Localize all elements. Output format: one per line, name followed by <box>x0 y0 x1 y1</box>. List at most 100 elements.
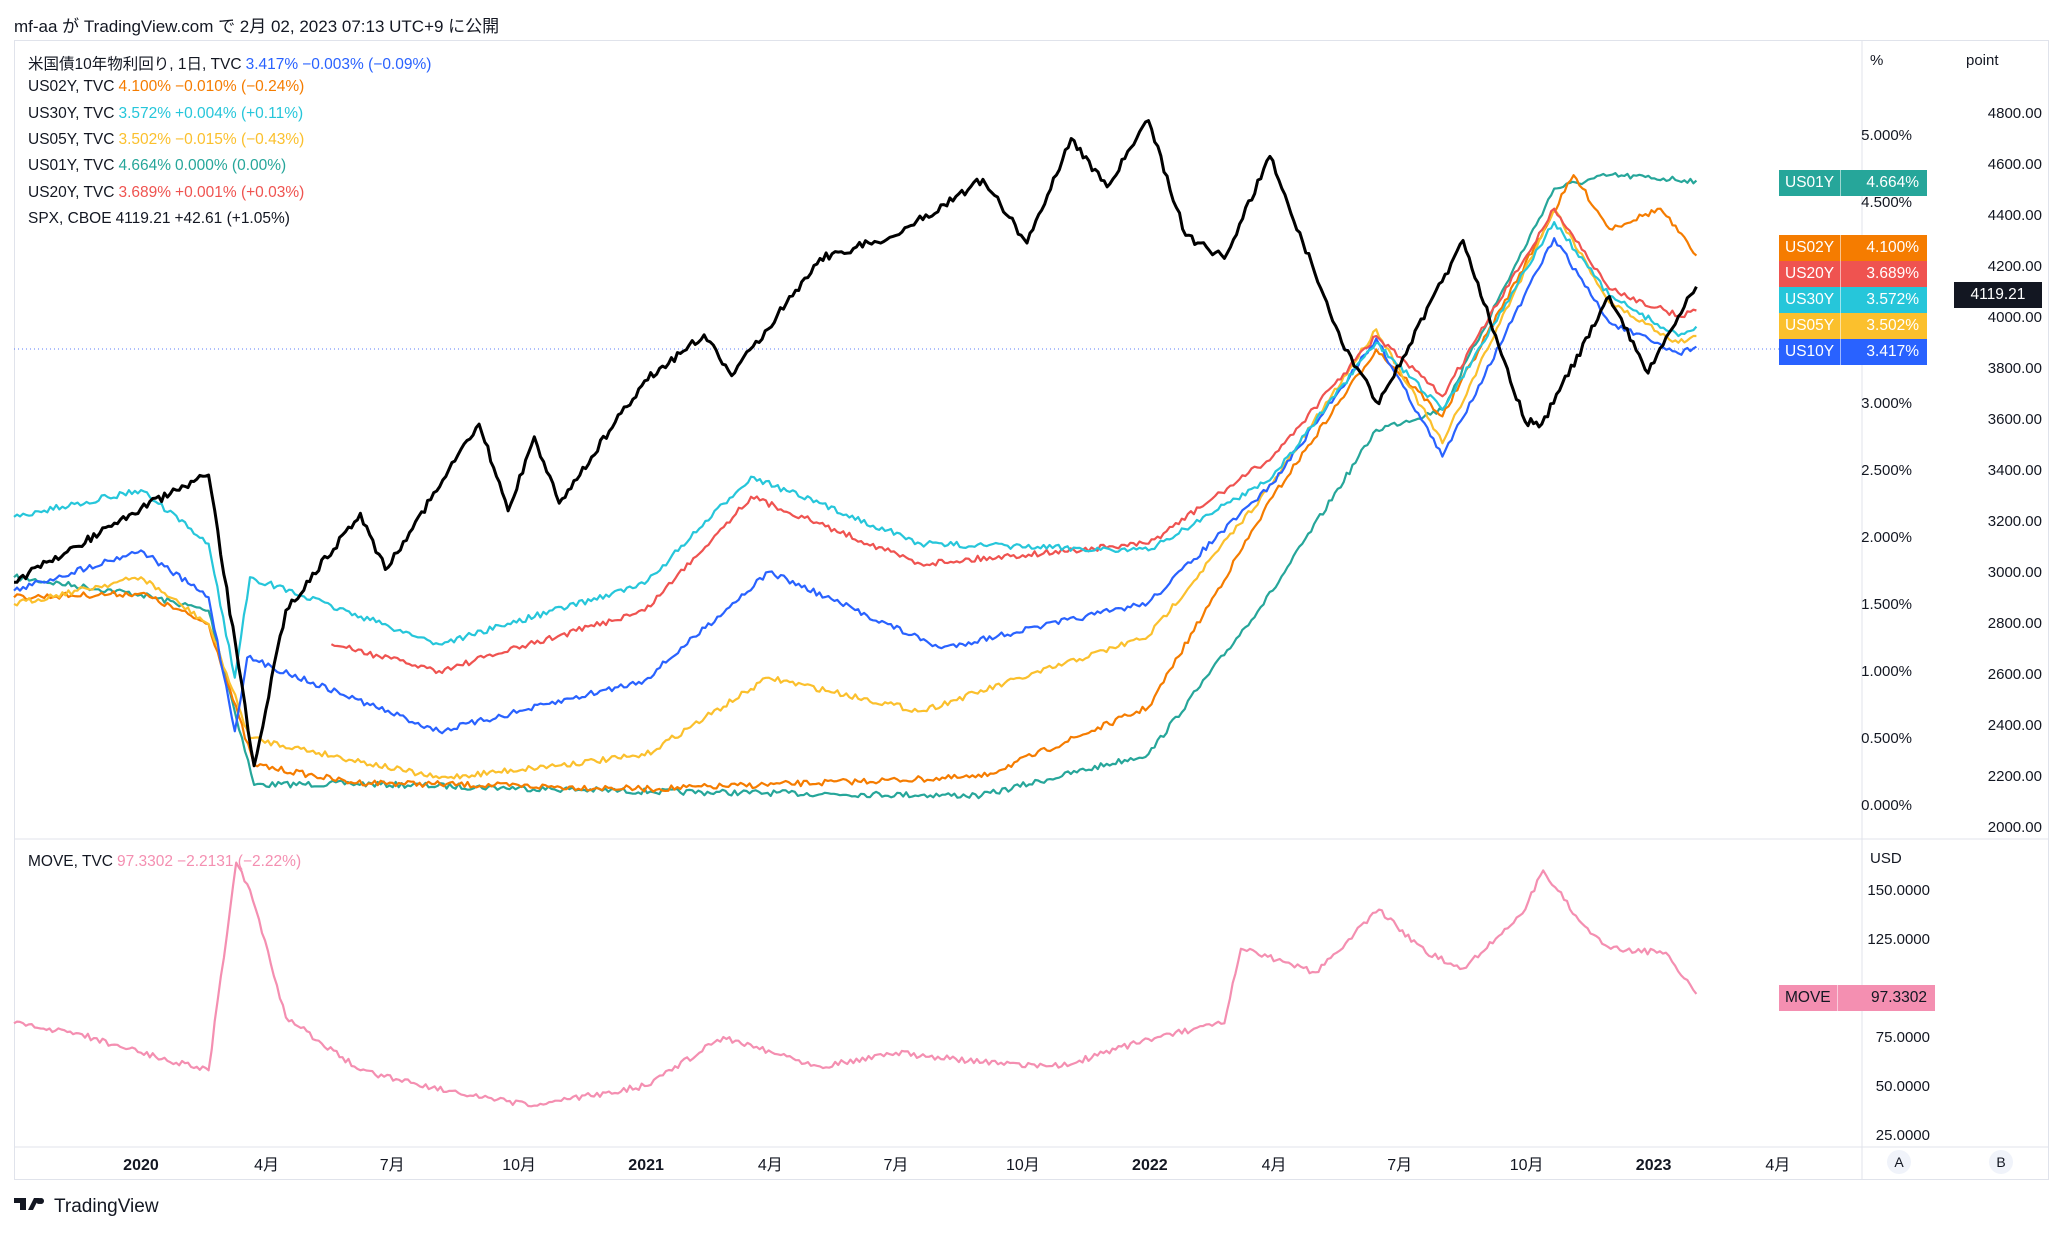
series-line-us05y <box>13 207 1697 780</box>
price-label-us10y: US10Y 3.417% <box>1779 339 1927 365</box>
legend-series-change: 0.000% (0.00%) <box>175 157 287 175</box>
legend-series-value: 4.100% <box>118 78 172 96</box>
price-label-name: US30Y <box>1779 287 1842 313</box>
legend-series-value: 4119.21 <box>115 209 171 227</box>
x-tick-label: 2021 <box>628 1157 664 1174</box>
pct-axis-unit: % <box>1870 52 1883 69</box>
legend-row[interactable]: 米国債10年物利回り, 1日, TVC 3.417% −0.003% (−0.09%… <box>28 52 435 74</box>
point-tick-label: 2000.00 <box>1988 819 2042 836</box>
pct-tick-label: 2.500% <box>1861 462 1912 479</box>
legend-series-change: +42.61 (+1.05%) <box>174 209 290 227</box>
price-label-value: 3.572% <box>1866 291 1919 308</box>
point-tick-label: 4400.00 <box>1988 207 2042 224</box>
point-tick-label: 3600.00 <box>1988 411 2042 428</box>
pct-tick-label: 3.000% <box>1861 395 1912 412</box>
legend-row[interactable]: US30Y, TVC 3.572% +0.004% (+0.11%) <box>28 105 307 123</box>
x-tick-label: 4月 <box>758 1157 783 1174</box>
legend-series-change: −0.003% (−0.09%) <box>302 56 432 73</box>
series-line-us20y <box>330 207 1697 675</box>
auto-scale-button[interactable]: A <box>1887 1150 1911 1174</box>
legend-series-change: +0.001% (+0.03%) <box>175 183 305 201</box>
price-label-name: US02Y <box>1779 235 1842 261</box>
price-label-us30y: US30Y 3.572% <box>1779 287 1927 313</box>
x-tick-label: 2023 <box>1636 1157 1672 1174</box>
legend-series-value: 97.3302 <box>116 853 174 870</box>
price-label-name: US20Y <box>1779 261 1842 287</box>
pct-tick-label: 0.500% <box>1861 730 1912 747</box>
point-tick-label: 4600.00 <box>1988 156 2042 173</box>
x-tick-label: 7月 <box>883 1157 908 1174</box>
x-tick-label: 10月 <box>1510 1157 1544 1174</box>
pct-tick-label: 2.000% <box>1861 529 1912 546</box>
legend-row[interactable]: US20Y, TVC 3.689% +0.001% (+0.03%) <box>28 184 308 202</box>
price-label-value: 3.689% <box>1866 265 1919 282</box>
x-tick-label: 4月 <box>1262 1157 1287 1174</box>
move-price-label: MOVE 97.3302 <box>1779 985 1935 1011</box>
price-label-name: US01Y <box>1779 170 1842 196</box>
usd-tick-label: 125.0000 <box>1867 931 1930 948</box>
x-tick-label: 2020 <box>123 1157 159 1174</box>
legend-series-value: 3.417% <box>245 56 299 73</box>
legend-series-change: +0.004% (+0.11%) <box>175 104 304 122</box>
legend-row[interactable]: MOVE, TVC 97.3302 −2.2131 (−2.22%) <box>28 853 305 871</box>
series-line-move <box>13 861 1698 1108</box>
x-tick-label: 10月 <box>1006 1157 1040 1174</box>
price-label-name: MOVE <box>1779 985 1838 1011</box>
x-tick-label: 7月 <box>1387 1157 1412 1174</box>
chart-frame[interactable] <box>14 40 2049 1180</box>
pct-tick-label: 0.000% <box>1861 797 1912 814</box>
spx-price-label: 4119.21 <box>1954 282 2042 308</box>
x-tick-label: 10月 <box>502 1157 536 1174</box>
scale-b-button[interactable]: B <box>1989 1150 2013 1174</box>
pct-tick-label: 1.000% <box>1861 663 1912 680</box>
price-label-us05y: US05Y 3.502% <box>1779 313 1927 339</box>
point-tick-label: 2200.00 <box>1988 768 2042 785</box>
series-line-spx <box>13 119 1698 768</box>
point-tick-label: 2400.00 <box>1988 717 2042 734</box>
price-label-name: US10Y <box>1779 339 1842 365</box>
price-label-value: 97.3302 <box>1870 989 1927 1006</box>
pct-tick-label: 4.500% <box>1861 194 1912 211</box>
legend-series-value: 3.689% <box>118 183 172 201</box>
tradingview-logo-icon <box>14 1196 48 1218</box>
legend-series-name: US20Y, TVC <box>28 183 115 201</box>
price-label-value: 4.664% <box>1866 174 1919 191</box>
legend-series-value: 3.502% <box>118 130 172 148</box>
price-label-value: 3.502% <box>1866 317 1919 334</box>
series-line-us02y <box>13 174 1698 793</box>
point-tick-label: 3400.00 <box>1988 462 2042 479</box>
legend-row[interactable]: SPX, CBOE 4119.21 +42.61 (+1.05%) <box>28 210 294 228</box>
price-label-value: 3.417% <box>1866 343 1919 360</box>
legend-row[interactable]: US05Y, TVC 3.502% −0.015% (−0.43%) <box>28 131 308 149</box>
x-tick-label: 4月 <box>254 1157 279 1174</box>
usd-tick-label: 50.0000 <box>1876 1078 1930 1095</box>
legend-row[interactable]: US02Y, TVC 4.100% −0.010% (−0.24%) <box>28 78 308 96</box>
price-label-us01y: US01Y 4.664% <box>1779 170 1927 196</box>
legend-series-value: 3.572% <box>118 104 172 122</box>
usd-axis-unit: USD <box>1870 850 1902 867</box>
footer-brand: TradingView <box>54 1196 159 1217</box>
price-label-us02y: US02Y 4.100% <box>1779 235 1927 261</box>
legend-series-name: US01Y, TVC <box>28 157 115 175</box>
point-tick-label: 3800.00 <box>1988 360 2042 377</box>
publish-header: mf-aa が TradingView.com で 2月 02, 2023 07… <box>14 17 500 36</box>
price-label-name: US05Y <box>1779 313 1842 339</box>
legend-series-name: US30Y, TVC <box>28 104 115 122</box>
point-tick-label: 4800.00 <box>1988 105 2042 122</box>
footer: TradingView <box>14 1196 159 1218</box>
point-axis-unit: point <box>1966 52 1999 69</box>
legend-series-change: −0.010% (−0.24%) <box>175 78 305 96</box>
pct-tick-label: 1.500% <box>1861 596 1912 613</box>
legend-row[interactable]: US01Y, TVC 4.664% 0.000% (0.00%) <box>28 157 290 175</box>
point-tick-label: 2600.00 <box>1988 666 2042 683</box>
legend-series-name: MOVE, TVC <box>28 853 113 870</box>
point-tick-label: 2800.00 <box>1988 615 2042 632</box>
point-tick-label: 3000.00 <box>1988 564 2042 581</box>
point-tick-label: 4000.00 <box>1988 309 2042 326</box>
usd-tick-label: 75.0000 <box>1876 1029 1930 1046</box>
legend-series-change: −2.2131 (−2.22%) <box>177 853 302 870</box>
series-line-us01y <box>13 172 1698 800</box>
x-tick-label: 4月 <box>1765 1157 1790 1174</box>
usd-tick-label: 150.0000 <box>1867 882 1930 899</box>
